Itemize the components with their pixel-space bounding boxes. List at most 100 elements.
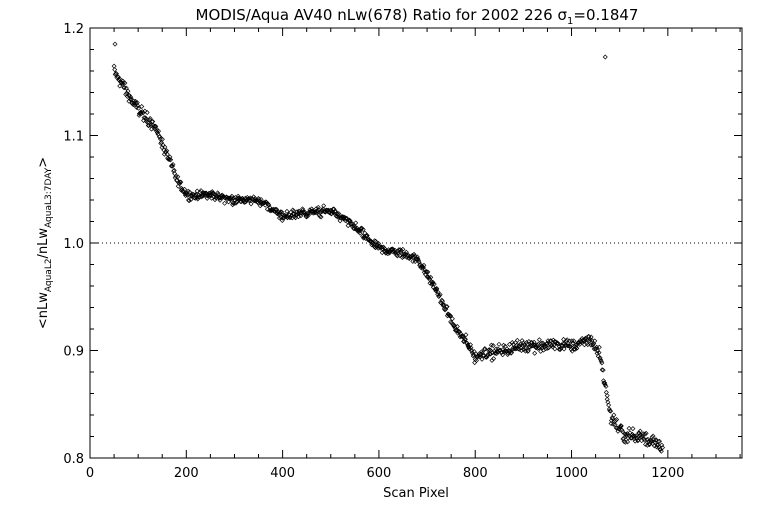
data-point xyxy=(284,208,290,214)
data-point xyxy=(139,103,145,109)
data-point xyxy=(345,223,351,229)
data-point xyxy=(464,340,470,346)
data-point xyxy=(405,253,411,259)
data-points xyxy=(111,41,666,454)
data-point xyxy=(613,418,619,424)
data-point xyxy=(124,93,130,99)
data-point xyxy=(111,63,117,69)
data-point xyxy=(599,367,605,373)
data-point xyxy=(556,346,562,352)
data-point xyxy=(561,346,567,352)
data-point xyxy=(602,54,608,60)
data-point xyxy=(490,343,496,349)
data-point xyxy=(541,344,547,350)
data-point xyxy=(583,336,589,342)
y-tick-label: 1.1 xyxy=(63,130,84,145)
data-point xyxy=(428,279,434,285)
data-point xyxy=(292,213,298,219)
data-point xyxy=(600,367,606,373)
data-point xyxy=(184,192,190,198)
data-point xyxy=(659,442,665,448)
data-point xyxy=(377,244,383,250)
data-point xyxy=(258,196,264,202)
data-point xyxy=(548,338,554,344)
data-point xyxy=(154,130,160,136)
data-point xyxy=(295,214,301,220)
data-point xyxy=(545,345,551,351)
data-point xyxy=(364,233,370,239)
data-point xyxy=(248,201,254,207)
data-point xyxy=(496,341,502,347)
data-point xyxy=(457,329,463,335)
x-tick-label: 1000 xyxy=(555,466,588,481)
data-point xyxy=(300,206,306,212)
data-point xyxy=(202,190,208,196)
data-point xyxy=(626,425,632,431)
y-tick-label: 1.2 xyxy=(63,22,84,37)
chart-title-main: MODIS/Aqua AV40 nLw(678) Ratio for 2002 … xyxy=(196,6,558,24)
plot-frame xyxy=(89,27,743,459)
data-point xyxy=(637,428,643,434)
data-point xyxy=(621,439,627,445)
data-point xyxy=(156,128,162,134)
data-point xyxy=(606,406,612,412)
data-point xyxy=(291,208,297,214)
data-point xyxy=(150,122,156,128)
data-point xyxy=(486,347,492,353)
data-point xyxy=(168,157,174,163)
data-point xyxy=(577,341,583,347)
data-point xyxy=(198,188,204,194)
data-point xyxy=(257,203,263,209)
data-point xyxy=(117,83,123,89)
data-point xyxy=(579,339,585,345)
data-point xyxy=(524,340,530,346)
data-point xyxy=(602,382,608,388)
data-point xyxy=(516,346,522,352)
data-point xyxy=(146,123,152,129)
data-point xyxy=(514,337,520,343)
data-point xyxy=(215,190,221,196)
data-point xyxy=(143,116,149,122)
data-point xyxy=(186,198,192,204)
y-tick-label: 0.8 xyxy=(63,452,84,467)
data-point xyxy=(519,348,525,354)
data-point xyxy=(561,336,567,342)
data-point xyxy=(230,200,236,206)
data-point xyxy=(611,412,617,418)
data-point xyxy=(175,174,181,180)
data-point xyxy=(487,351,493,357)
data-point xyxy=(635,437,641,443)
data-point xyxy=(567,338,573,344)
data-point xyxy=(630,426,636,432)
data-point xyxy=(551,339,557,345)
data-point xyxy=(157,134,163,140)
data-point xyxy=(645,436,651,442)
data-point xyxy=(539,345,545,351)
data-point xyxy=(655,442,661,448)
data-point xyxy=(604,396,610,402)
data-point xyxy=(244,197,250,203)
x-tick-label: 200 xyxy=(174,466,199,481)
data-point xyxy=(491,356,497,362)
data-point xyxy=(660,445,666,451)
x-tick-label: 400 xyxy=(270,466,295,481)
data-point xyxy=(419,264,425,270)
data-point xyxy=(256,196,262,202)
data-point xyxy=(537,344,543,350)
data-point xyxy=(394,253,400,259)
data-point xyxy=(425,269,431,275)
data-point xyxy=(154,128,160,134)
data-point xyxy=(610,416,616,422)
chart-title-value: =0.1847 xyxy=(573,6,638,24)
data-point xyxy=(473,358,479,363)
data-point xyxy=(426,275,432,281)
data-point xyxy=(192,195,198,201)
y-tick-label: 0.9 xyxy=(63,345,84,360)
data-point xyxy=(598,357,604,363)
data-point xyxy=(123,85,129,91)
data-point xyxy=(324,207,330,213)
data-point xyxy=(469,348,475,354)
data-point xyxy=(371,241,377,247)
data-point xyxy=(606,402,612,408)
data-point xyxy=(177,179,183,185)
